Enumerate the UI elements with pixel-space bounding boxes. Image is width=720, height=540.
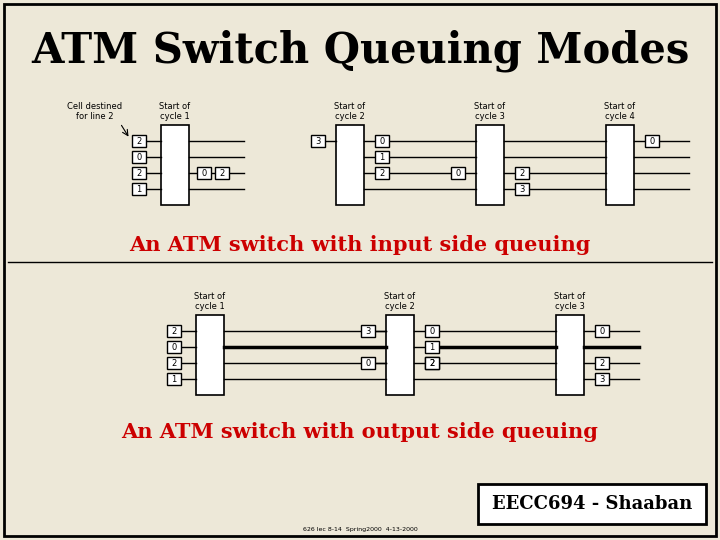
Bar bbox=[311, 135, 325, 147]
Text: 1: 1 bbox=[136, 185, 142, 193]
Bar bbox=[167, 357, 181, 369]
Text: 3: 3 bbox=[599, 375, 605, 383]
Text: 0: 0 bbox=[599, 327, 605, 335]
Text: 0: 0 bbox=[365, 359, 371, 368]
Text: 3: 3 bbox=[519, 185, 525, 193]
Text: 2: 2 bbox=[429, 359, 435, 368]
Bar bbox=[556, 315, 584, 395]
Bar bbox=[167, 341, 181, 353]
Text: 2: 2 bbox=[519, 168, 525, 178]
Bar bbox=[386, 315, 414, 395]
Text: 0: 0 bbox=[202, 168, 207, 178]
Bar bbox=[595, 325, 609, 337]
Bar bbox=[375, 135, 389, 147]
Bar bbox=[476, 125, 504, 205]
Bar bbox=[167, 373, 181, 385]
Text: Start of
cycle 2: Start of cycle 2 bbox=[384, 292, 415, 311]
Bar bbox=[132, 151, 146, 163]
Bar bbox=[425, 357, 439, 369]
Text: 1: 1 bbox=[171, 375, 176, 383]
Bar bbox=[361, 357, 375, 369]
Bar bbox=[161, 125, 189, 205]
Text: 2: 2 bbox=[599, 359, 605, 368]
Text: 1: 1 bbox=[379, 152, 384, 161]
Text: 0: 0 bbox=[429, 327, 435, 335]
Bar bbox=[196, 315, 224, 395]
Bar bbox=[451, 167, 465, 179]
Bar bbox=[215, 167, 229, 179]
Text: 2: 2 bbox=[429, 359, 435, 368]
Bar bbox=[375, 151, 389, 163]
Text: 3: 3 bbox=[365, 327, 371, 335]
Text: Start of
cycle 2: Start of cycle 2 bbox=[334, 102, 366, 121]
Text: 1: 1 bbox=[429, 342, 435, 352]
Text: 2: 2 bbox=[171, 327, 176, 335]
Text: An ATM switch with output side queuing: An ATM switch with output side queuing bbox=[122, 422, 598, 442]
Text: Start of
cycle 3: Start of cycle 3 bbox=[554, 292, 585, 311]
Bar bbox=[132, 183, 146, 195]
Bar bbox=[425, 325, 439, 337]
Bar bbox=[375, 167, 389, 179]
Bar bbox=[478, 484, 706, 524]
Bar bbox=[515, 167, 529, 179]
Text: 2: 2 bbox=[136, 168, 142, 178]
Bar bbox=[595, 373, 609, 385]
Bar bbox=[595, 357, 609, 369]
Bar bbox=[515, 183, 529, 195]
Bar bbox=[425, 357, 439, 369]
Text: 3: 3 bbox=[315, 137, 320, 145]
Text: Start of
cycle 4: Start of cycle 4 bbox=[604, 102, 636, 121]
Text: An ATM switch with input side queuing: An ATM switch with input side queuing bbox=[130, 235, 590, 255]
Text: Start of
cycle 1: Start of cycle 1 bbox=[159, 102, 191, 121]
Text: Start of
cycle 1: Start of cycle 1 bbox=[194, 292, 225, 311]
Text: Start of
cycle 3: Start of cycle 3 bbox=[474, 102, 505, 121]
Bar bbox=[197, 167, 211, 179]
Bar bbox=[132, 135, 146, 147]
Bar bbox=[132, 167, 146, 179]
Text: 626 lec 8-14  Spring2000  4-13-2000: 626 lec 8-14 Spring2000 4-13-2000 bbox=[302, 527, 418, 532]
Text: 0: 0 bbox=[171, 342, 176, 352]
Text: 2: 2 bbox=[171, 359, 176, 368]
Text: 2: 2 bbox=[379, 168, 384, 178]
Bar bbox=[425, 341, 439, 353]
Text: 0: 0 bbox=[379, 137, 384, 145]
Text: 0: 0 bbox=[136, 152, 142, 161]
Text: Cell destined
for line 2: Cell destined for line 2 bbox=[68, 102, 122, 121]
Bar bbox=[336, 125, 364, 205]
Text: 2: 2 bbox=[220, 168, 225, 178]
Bar bbox=[361, 325, 375, 337]
Text: 0: 0 bbox=[455, 168, 461, 178]
Text: ATM Switch Queuing Modes: ATM Switch Queuing Modes bbox=[31, 30, 689, 72]
Bar bbox=[167, 325, 181, 337]
Text: 0: 0 bbox=[649, 137, 654, 145]
Bar bbox=[645, 135, 659, 147]
Text: 2: 2 bbox=[136, 137, 142, 145]
Bar bbox=[606, 125, 634, 205]
Text: EECC694 - Shaaban: EECC694 - Shaaban bbox=[492, 495, 692, 513]
